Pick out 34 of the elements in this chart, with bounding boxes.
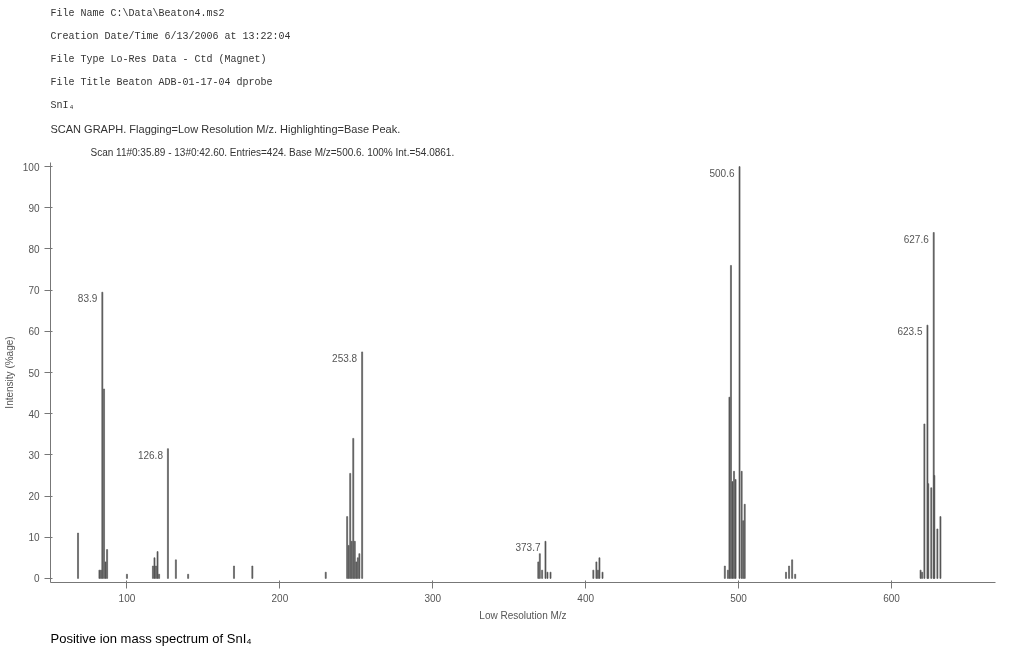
x-tick-label: 400: [577, 592, 595, 604]
annotation: 126.8: [137, 449, 164, 461]
annotation: 83.9: [77, 293, 98, 305]
y-tick-label: 40: [28, 408, 40, 420]
y-tick-label: 80: [28, 243, 40, 255]
y-tick-label: 20: [28, 491, 40, 503]
annotation: 373.7: [515, 542, 541, 554]
x-tick-label: 300: [424, 592, 442, 604]
y-tick-label: 90: [28, 202, 40, 214]
y-tick-label: 50: [28, 367, 40, 379]
annotation: 253.8: [332, 352, 358, 364]
x-tick-label: 500: [730, 592, 748, 604]
y-tick-label: 100: [22, 161, 40, 173]
annotation: 623.5: [897, 326, 923, 338]
text: File Type Lo-Res Data - Ctd (Magnet): [50, 53, 267, 65]
annotation: 627.6: [903, 233, 930, 245]
x-axis-title: Low Resolution M/z: [479, 609, 567, 621]
text: Positive ion mass spectrum of SnI₄: [50, 630, 252, 646]
text: Creation Date/Time 6/13/2006 at 13:22:04: [50, 30, 291, 42]
y-tick-label: 10: [28, 532, 40, 544]
y-tick-label: 30: [28, 449, 40, 461]
text: File Title Beaton ADB-01-17-04 dprobe: [50, 76, 273, 88]
y-axis-title: Intensity (%age): [3, 336, 15, 409]
y-tick-label: 0: [33, 573, 40, 585]
text: File Name C:\Data\Beaton4.ms2: [50, 7, 225, 19]
text: SnI₄: [50, 99, 75, 111]
y-tick-label: 60: [28, 326, 40, 338]
chart-title: SCAN GRAPH. Flagging=Low Resolution M/z. Highlighting=Base Peak.: [50, 122, 401, 135]
y-tick-label: 70: [28, 285, 40, 297]
chart-subtitle: Scan 11#0:35.89 - 13#0:42.60. Entries=424. Base M/z=500.6. 100% Int.=54.0861.: [90, 146, 455, 158]
x-tick-label: 600: [883, 592, 901, 604]
annotation: 500.6: [709, 167, 735, 179]
x-tick-label: 100: [118, 592, 136, 604]
x-tick-label: 200: [271, 592, 289, 604]
